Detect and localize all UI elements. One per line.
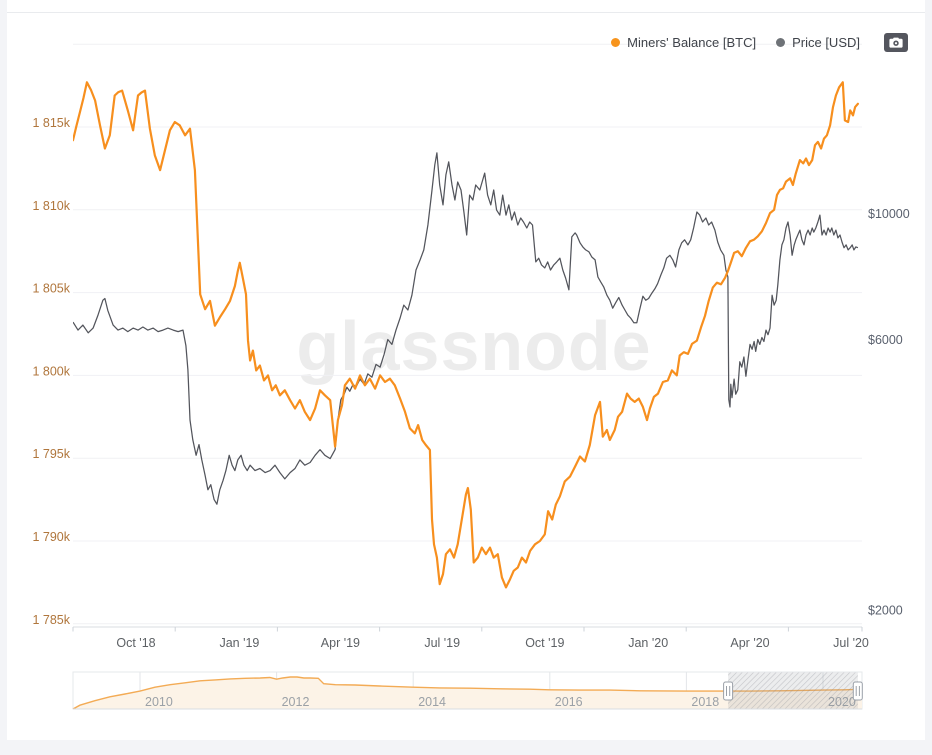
- navigator-right-handle[interactable]: [852, 681, 863, 701]
- navigator-area: [73, 677, 862, 709]
- legend-label-price: Price [USD]: [792, 35, 860, 50]
- left-axis-label: 1 800k: [32, 364, 70, 378]
- left-axis-label: 1 795k: [32, 447, 70, 461]
- left-axis-label: 1 810k: [32, 199, 70, 213]
- navigator-year-label: 2012: [282, 695, 310, 709]
- legend-item-price[interactable]: Price [USD]: [776, 35, 860, 50]
- x-axis-label: Oct '18: [116, 636, 155, 650]
- header-divider: [7, 12, 925, 13]
- x-axis-label: Apr '19: [321, 636, 360, 650]
- glassnode-watermark: glassnode: [296, 306, 652, 385]
- navigator-year-label: 2018: [691, 695, 719, 709]
- screenshot-camera-button[interactable]: [884, 33, 908, 52]
- x-axis-label: Jan '20: [628, 636, 668, 650]
- x-axis-label: Jul '20: [833, 636, 869, 650]
- miners-balance-series-dot-icon: [611, 38, 621, 47]
- left-axis-label: 1 815k: [32, 116, 70, 130]
- chart-card: glassnode: [7, 0, 925, 740]
- navigator-year-label: 2016: [555, 695, 583, 709]
- navigator-selection[interactable]: [728, 672, 858, 709]
- x-axis-label: Apr '20: [730, 636, 769, 650]
- x-axis-label: Jul '19: [424, 636, 460, 650]
- right-axis-label: $10000: [868, 207, 910, 221]
- right-axis-label: $2000: [868, 603, 903, 617]
- left-axis-label: 1 805k: [32, 282, 70, 296]
- x-axis-label: Oct '19: [525, 636, 564, 650]
- legend-label-miners-balance: Miners' Balance [BTC]: [627, 35, 757, 50]
- chart-legend: Miners' Balance [BTC] Price [USD]: [611, 33, 908, 52]
- navigator-left-handle[interactable]: [723, 681, 734, 701]
- left-axis-label: 1 785k: [32, 613, 70, 627]
- navigator-year-label: 2010: [145, 695, 173, 709]
- price-series-dot-icon: [776, 38, 786, 47]
- camera-icon: [889, 37, 903, 48]
- miners-balance-line[interactable]: [73, 81, 859, 589]
- navigator-line: [72, 676, 862, 710]
- left-axis-label: 1 790k: [32, 530, 70, 544]
- legend-item-miners-balance[interactable]: Miners' Balance [BTC]: [611, 35, 756, 50]
- x-axis-label: Jan '19: [219, 636, 259, 650]
- navigator-year-label: 2014: [418, 695, 446, 709]
- price-line[interactable]: [73, 152, 859, 505]
- right-axis-label: $6000: [868, 333, 903, 347]
